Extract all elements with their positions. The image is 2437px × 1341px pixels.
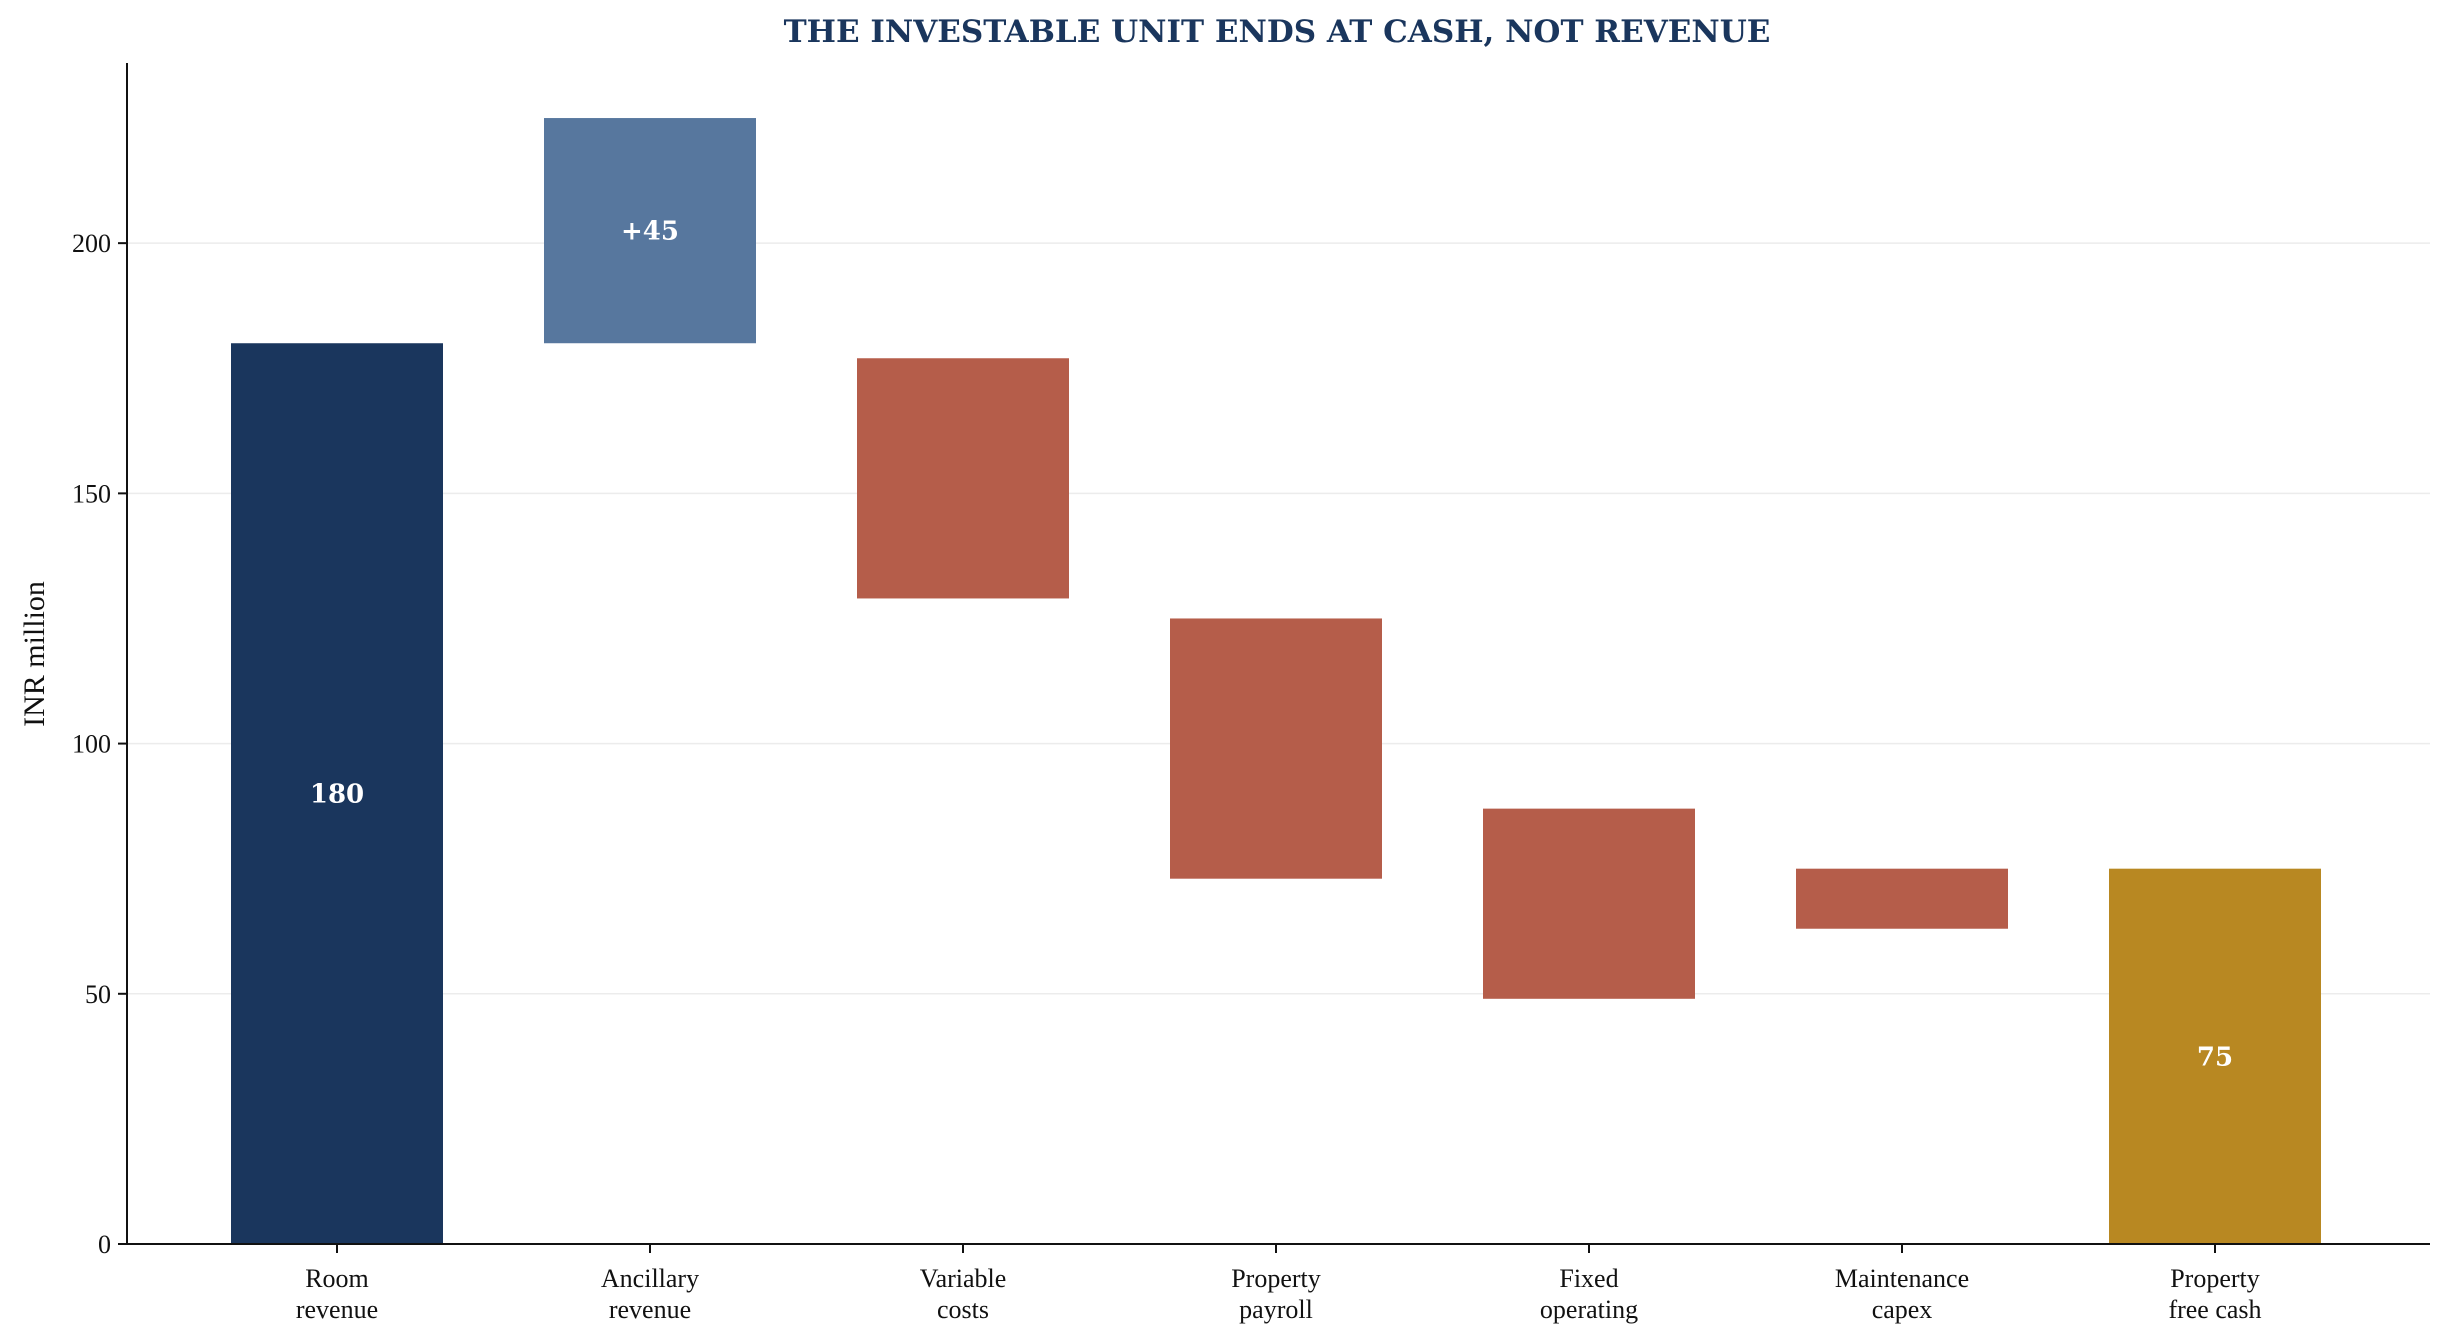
category-label-line: Ancillary	[601, 1264, 699, 1293]
y-axis-label: INR million	[18, 581, 51, 727]
ytick-label-0: 0	[98, 1230, 111, 1259]
bar-value-label-6: 75	[2197, 1042, 2233, 1072]
category-label-line: Variable	[920, 1264, 1007, 1293]
axes	[126, 63, 2430, 1245]
category-label-line: capex	[1872, 1295, 1933, 1324]
category-label-line: Fixed	[1559, 1264, 1618, 1293]
bar-2	[857, 358, 1069, 599]
category-label-line: Property	[1231, 1264, 1321, 1293]
ytick-label-100: 100	[72, 730, 111, 759]
bar-value-label-0: 180	[310, 780, 364, 810]
category-label-2: Variable costs	[920, 1264, 1007, 1324]
category-label-line: payroll	[1239, 1295, 1313, 1324]
category-label-6: Property free cash	[2168, 1264, 2261, 1324]
bar-6	[2109, 868, 2321, 1244]
y-ticks: 0 50 100 150 200	[72, 229, 127, 1259]
ytick-label-50: 50	[85, 980, 111, 1009]
bar-0	[231, 343, 443, 1244]
ytick-label-150: 150	[72, 479, 111, 508]
bar-value-labels: 180 +45 75	[310, 217, 2233, 1073]
category-label-3: Property payroll	[1231, 1264, 1321, 1324]
category-label-line: costs	[937, 1295, 989, 1324]
category-label-line: Property	[2170, 1264, 2260, 1293]
bar-1	[544, 118, 756, 344]
category-label-line: revenue	[609, 1295, 691, 1324]
bar-3	[1170, 618, 1382, 879]
gridlines	[127, 242, 2430, 995]
category-label-5: Maintenance capex	[1835, 1264, 1969, 1324]
category-label-line: operating	[1540, 1295, 1638, 1324]
bar-value-label-1: +45	[621, 217, 679, 247]
category-label-line: Room	[305, 1264, 369, 1293]
ytick-label-200: 200	[72, 229, 111, 258]
bar-5	[1796, 868, 2008, 929]
category-label-line: revenue	[296, 1295, 378, 1324]
bars	[231, 118, 2321, 1244]
category-label-line: Maintenance	[1835, 1264, 1969, 1293]
bar-4	[1483, 808, 1695, 999]
category-label-line: free cash	[2168, 1295, 2261, 1324]
category-label-4: Fixed operating	[1540, 1264, 1638, 1324]
chart-title: THE INVESTABLE UNIT ENDS AT CASH, NOT RE…	[784, 14, 1771, 50]
category-label-0: Room revenue	[296, 1264, 378, 1324]
category-label-1: Ancillary revenue	[601, 1264, 699, 1324]
